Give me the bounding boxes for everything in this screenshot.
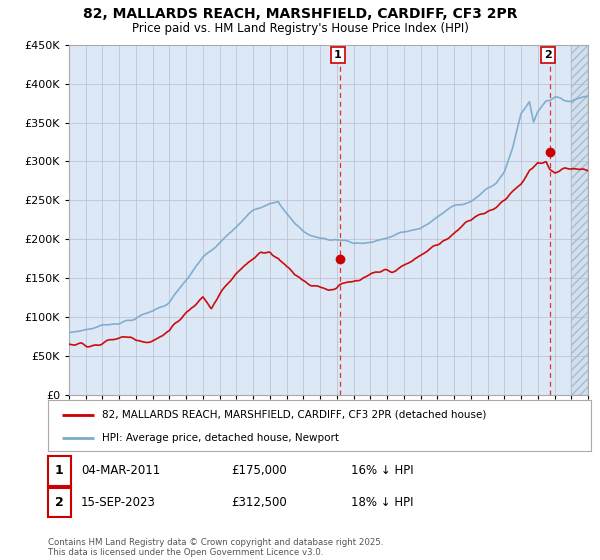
Text: 18% ↓ HPI: 18% ↓ HPI: [351, 496, 413, 510]
Text: Price paid vs. HM Land Registry's House Price Index (HPI): Price paid vs. HM Land Registry's House …: [131, 22, 469, 35]
Text: 82, MALLARDS REACH, MARSHFIELD, CARDIFF, CF3 2PR: 82, MALLARDS REACH, MARSHFIELD, CARDIFF,…: [83, 7, 517, 21]
Text: 04-MAR-2011: 04-MAR-2011: [81, 464, 160, 478]
Text: 1: 1: [55, 464, 64, 478]
Bar: [571, 45, 588, 395]
Text: £312,500: £312,500: [231, 496, 287, 510]
Text: 1: 1: [334, 50, 342, 60]
Text: 82, MALLARDS REACH, MARSHFIELD, CARDIFF, CF3 2PR (detached house): 82, MALLARDS REACH, MARSHFIELD, CARDIFF,…: [103, 409, 487, 419]
Text: 16% ↓ HPI: 16% ↓ HPI: [351, 464, 413, 478]
Text: HPI: Average price, detached house, Newport: HPI: Average price, detached house, Newp…: [103, 433, 340, 443]
Text: 2: 2: [544, 50, 552, 60]
Text: £175,000: £175,000: [231, 464, 287, 478]
Text: Contains HM Land Registry data © Crown copyright and database right 2025.
This d: Contains HM Land Registry data © Crown c…: [48, 538, 383, 557]
Text: 2: 2: [55, 496, 64, 510]
Bar: [571, 45, 588, 395]
Text: 15-SEP-2023: 15-SEP-2023: [81, 496, 156, 510]
